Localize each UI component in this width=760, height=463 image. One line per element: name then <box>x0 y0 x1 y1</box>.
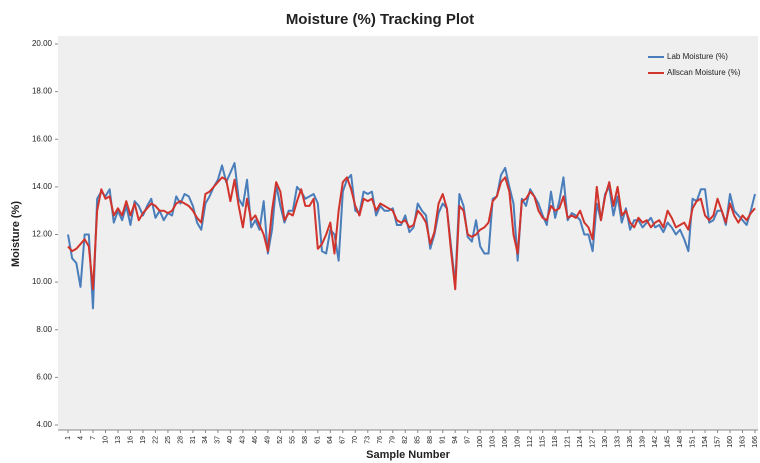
y-tick-label: 20.00 <box>32 39 53 48</box>
y-tick-label: 4.00 <box>36 420 52 429</box>
plot-area <box>58 36 758 430</box>
x-tick-label: 130 <box>602 436 609 448</box>
legend-label: Allscan Moisture (%) <box>667 68 741 77</box>
y-tick-label: 10.00 <box>32 277 53 286</box>
x-tick-label: 118 <box>552 436 559 447</box>
x-tick-label: 73 <box>365 436 372 444</box>
x-tick-label: 163 <box>739 436 746 448</box>
x-tick-label: 40 <box>227 436 234 444</box>
x-tick-label: 58 <box>302 436 309 444</box>
x-tick-label: 10 <box>102 436 109 444</box>
y-tick-label: 18.00 <box>32 87 53 96</box>
y-tick-label: 8.00 <box>36 325 52 334</box>
x-tick-label: 19 <box>140 436 147 444</box>
x-tick-label: 91 <box>440 436 447 444</box>
x-tick-label: 94 <box>452 436 459 444</box>
x-tick-label: 139 <box>639 436 646 448</box>
x-tick-label: 148 <box>677 436 684 448</box>
x-tick-label: 97 <box>465 436 472 444</box>
x-tick-label: 7 <box>90 436 97 440</box>
x-tick-label: 64 <box>327 436 334 444</box>
x-tick-label: 37 <box>215 436 222 444</box>
x-tick-label: 4 <box>77 436 84 440</box>
x-tick-label: 67 <box>340 436 347 444</box>
x-tick-label: 43 <box>240 436 247 444</box>
x-tick-label: 145 <box>664 436 671 448</box>
x-tick-label: 151 <box>689 436 696 448</box>
series-line <box>67 176 756 291</box>
x-tick-label: 79 <box>390 436 397 444</box>
x-tick-label: 70 <box>352 436 359 444</box>
x-tick-label: 103 <box>490 436 497 448</box>
x-tick-label: 22 <box>152 436 159 444</box>
x-tick-label: 157 <box>714 436 721 448</box>
x-tick-label: 121 <box>564 436 571 448</box>
y-axis-label: Moisture (%) <box>10 201 22 267</box>
x-tick-label: 124 <box>577 436 584 448</box>
x-tick-label: 106 <box>502 436 509 448</box>
x-tick-label: 55 <box>290 436 297 444</box>
chart-title: Moisture (%) Tracking Plot <box>286 11 474 28</box>
y-tick-label: 16.00 <box>32 134 53 143</box>
x-tick-label: 25 <box>165 436 172 444</box>
x-axis-label: Sample Number <box>366 449 450 461</box>
x-tick-label: 154 <box>702 436 709 448</box>
x-tick-label: 109 <box>515 436 522 448</box>
x-tick-label: 49 <box>265 436 272 444</box>
x-tick-label: 61 <box>315 436 322 444</box>
x-tick-label: 127 <box>589 436 596 448</box>
x-tick-label: 133 <box>614 436 621 448</box>
series-line <box>67 162 756 310</box>
legend-label: Lab Moisture (%) <box>667 52 728 61</box>
x-tick-label: 112 <box>527 436 534 447</box>
y-tick-label: 6.00 <box>36 372 52 381</box>
y-tick-label: 14.00 <box>32 182 53 191</box>
x-tick-label: 142 <box>652 436 659 448</box>
x-tick-label: 52 <box>277 436 284 444</box>
x-tick-label: 34 <box>202 436 209 444</box>
x-tick-label: 115 <box>539 436 546 447</box>
x-tick-label: 13 <box>115 436 122 444</box>
x-tick-label: 136 <box>627 436 634 448</box>
x-tick-label: 76 <box>377 436 384 444</box>
x-tick-label: 31 <box>190 436 197 444</box>
x-tick-label: 100 <box>477 436 484 448</box>
x-tick-label: 46 <box>252 436 259 444</box>
x-tick-label: 85 <box>415 436 422 444</box>
x-tick-label: 160 <box>727 436 734 448</box>
x-tick-label: 16 <box>127 436 134 444</box>
x-tick-label: 82 <box>402 436 409 444</box>
x-tick-label: 1 <box>65 436 72 440</box>
x-tick-label: 88 <box>427 436 434 444</box>
x-tick-label: 28 <box>177 436 184 444</box>
y-tick-label: 12.00 <box>32 230 53 239</box>
x-tick-label: 166 <box>752 436 759 448</box>
